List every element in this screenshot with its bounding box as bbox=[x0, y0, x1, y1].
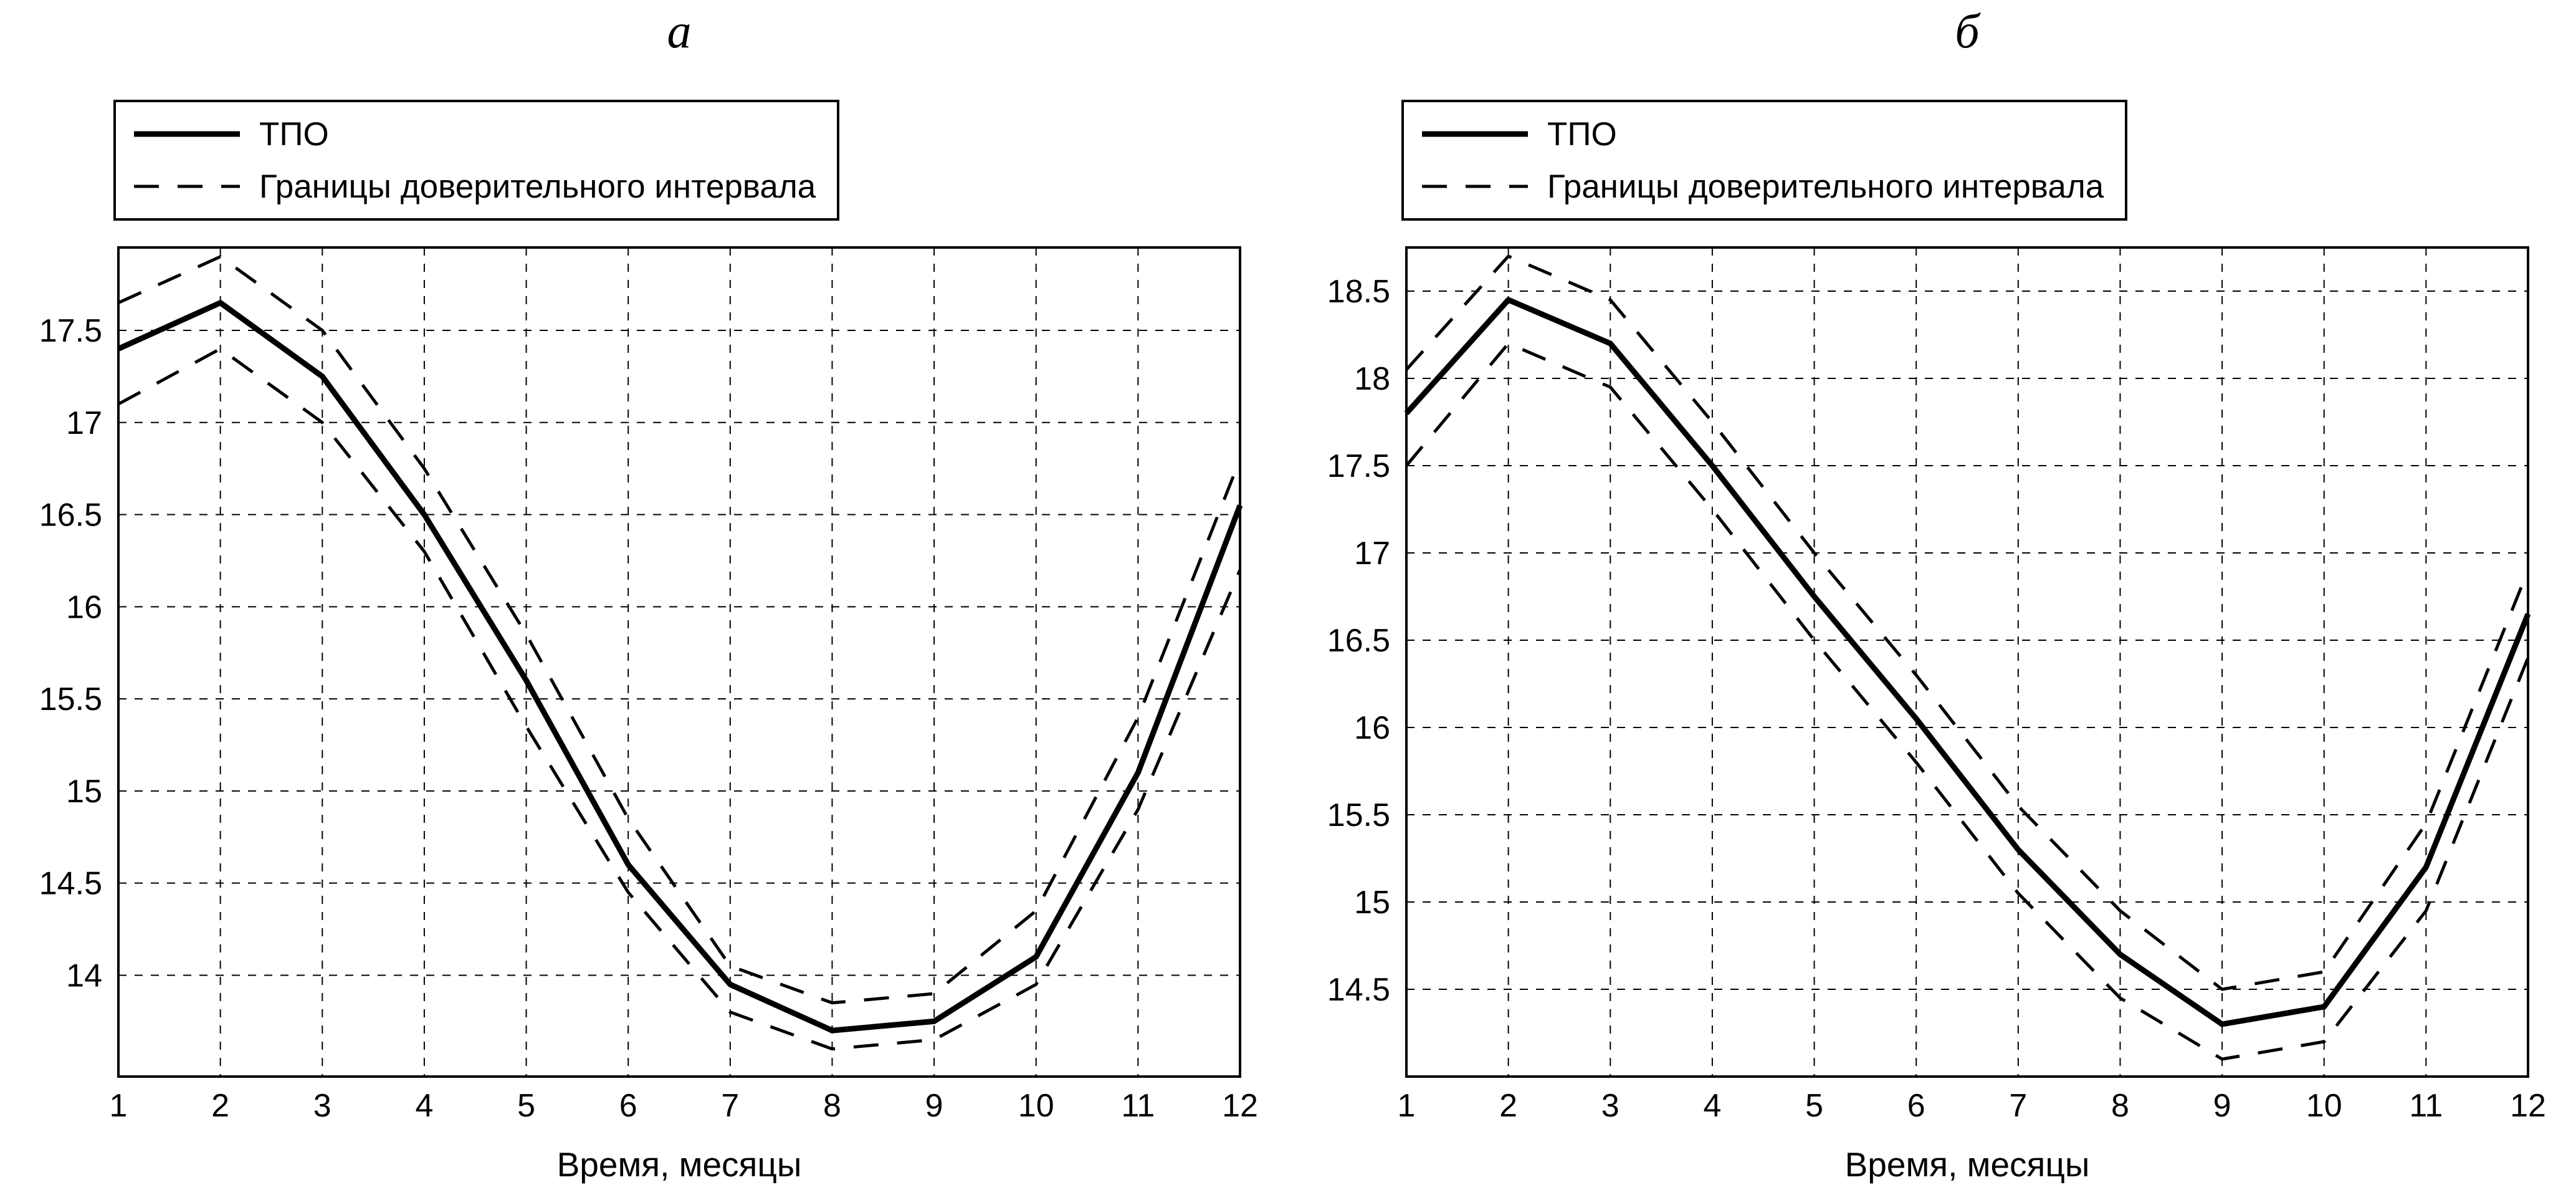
x-tick-label: 10 bbox=[1018, 1088, 1054, 1124]
x-tick-label: 12 bbox=[1222, 1088, 1258, 1124]
y-tick-label: 14.5 bbox=[1327, 972, 1390, 1008]
y-tick-label: 15.5 bbox=[1327, 797, 1390, 833]
legend-b: ТПО Границы доверительного интервала bbox=[1401, 100, 2128, 221]
x-tick-label: 9 bbox=[2213, 1088, 2231, 1124]
x-tick-label: 8 bbox=[823, 1088, 841, 1124]
y-tick-label: 16.5 bbox=[39, 497, 102, 534]
x-tick-label: 6 bbox=[619, 1088, 637, 1124]
x-tick-label: 10 bbox=[2306, 1088, 2342, 1124]
x-tick-label: 1 bbox=[110, 1088, 128, 1124]
panel-title-a: а bbox=[667, 4, 692, 58]
x-tick-label: 7 bbox=[2009, 1088, 2027, 1124]
legend-item-tpo: ТПО bbox=[132, 112, 816, 156]
y-tick-label: 15 bbox=[1354, 885, 1390, 921]
x-tick-label: 5 bbox=[1805, 1088, 1823, 1124]
legend-item-ci: Границы доверительного интервала bbox=[1420, 165, 2104, 208]
x-tick-label: 2 bbox=[1499, 1088, 1517, 1124]
x-tick-label: 8 bbox=[2111, 1088, 2129, 1124]
chart-panel-a: а ТПО Границы доверительного интервала 1… bbox=[39, 4, 1258, 1184]
legend-label-tpo: ТПО bbox=[1547, 115, 1617, 153]
y-tick-label: 18 bbox=[1354, 361, 1390, 397]
y-tick-label: 16.5 bbox=[1327, 623, 1390, 659]
legend-label-tpo: ТПО bbox=[259, 115, 329, 153]
confidence-interval-line bbox=[117, 347, 1242, 1051]
tpo-line-sample-icon bbox=[1422, 131, 1528, 137]
y-tick-label: 15.5 bbox=[39, 681, 102, 717]
plot-border bbox=[117, 246, 1241, 1078]
x-tick-label: 2 bbox=[211, 1088, 229, 1124]
legend-item-tpo: ТПО bbox=[1420, 112, 2104, 156]
ci-line-sample-icon bbox=[1422, 185, 1528, 188]
tpo-line-sample-icon bbox=[134, 131, 240, 137]
legend-label-ci: Границы доверительного интервала bbox=[1547, 168, 2104, 205]
x-tick-label: 11 bbox=[2409, 1088, 2443, 1124]
y-tick-label: 18.5 bbox=[1327, 274, 1390, 310]
x-tick-label: 1 bbox=[1398, 1088, 1416, 1124]
y-tick-label: 17.5 bbox=[1327, 448, 1390, 484]
x-tick-label: 12 bbox=[2510, 1088, 2546, 1124]
y-tick-label: 14.5 bbox=[39, 866, 102, 902]
ci-line-sample-icon bbox=[134, 185, 240, 188]
x-tick-label: 9 bbox=[925, 1088, 943, 1124]
y-tick-label: 15 bbox=[66, 774, 102, 810]
y-tick-label: 17 bbox=[66, 405, 102, 441]
x-axis-label-a: Время, месяцы bbox=[557, 1145, 802, 1184]
x-tick-label: 7 bbox=[721, 1088, 739, 1124]
legend-item-ci: Границы доверительного интервала bbox=[132, 165, 816, 208]
tpo-line bbox=[117, 300, 1243, 1034]
y-tick-label: 17 bbox=[1354, 535, 1390, 572]
x-tick-label: 11 bbox=[1121, 1088, 1155, 1124]
x-tick-label: 4 bbox=[415, 1088, 433, 1124]
y-tick-label: 17.5 bbox=[39, 313, 102, 349]
x-axis-label-b: Время, месяцы bbox=[1845, 1145, 2090, 1184]
x-tick-label: 3 bbox=[1601, 1088, 1620, 1124]
y-tick-label: 14 bbox=[66, 957, 102, 994]
panel-title-b: б bbox=[1955, 4, 1980, 58]
confidence-interval-line bbox=[1405, 342, 2530, 1061]
legend-label-ci: Границы доверительного интервала bbox=[259, 168, 816, 205]
legend-a: ТПО Границы доверительного интервала bbox=[113, 100, 840, 221]
tpo-line bbox=[1404, 297, 2531, 1027]
y-tick-label: 16 bbox=[66, 589, 102, 625]
x-tick-label: 3 bbox=[313, 1088, 332, 1124]
y-tick-label: 16 bbox=[1354, 710, 1390, 746]
confidence-interval-line bbox=[1405, 254, 2530, 991]
x-tick-label: 6 bbox=[1907, 1088, 1925, 1124]
x-tick-label: 5 bbox=[517, 1088, 535, 1124]
plot-border bbox=[1405, 246, 2529, 1078]
chart-panel-b: б ТПО Границы доверительного интервала 1… bbox=[1288, 0, 2576, 1195]
x-tick-label: 4 bbox=[1703, 1088, 1721, 1124]
confidence-interval-line bbox=[117, 255, 1242, 1005]
